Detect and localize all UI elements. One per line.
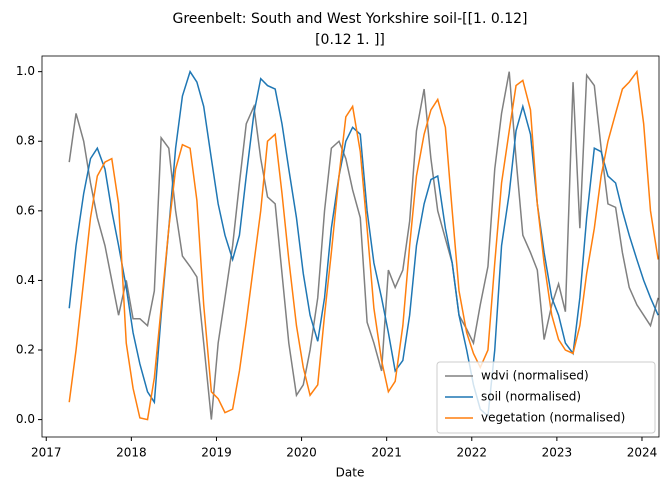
x-tick-label: 2021 xyxy=(371,446,402,460)
x-tick-label: 2017 xyxy=(31,446,62,460)
legend-label: vegetation (normalised) xyxy=(481,411,625,425)
legend-label: soil (normalised) xyxy=(481,390,581,404)
y-tick-label: 0.2 xyxy=(16,343,35,357)
x-tick-label: 2022 xyxy=(456,446,487,460)
plot-frame xyxy=(41,55,660,438)
x-tick-label: 2023 xyxy=(542,446,573,460)
legend-box xyxy=(436,361,656,434)
y-tick-label: 1.0 xyxy=(16,64,35,78)
series-line xyxy=(68,69,659,421)
chart-title: [0.12 1. ]] xyxy=(315,32,385,48)
y-tick-label: 0.4 xyxy=(16,273,35,287)
y-tick-label: 0.0 xyxy=(16,412,35,426)
chart-title: Greenbelt: South and West Yorkshire soil… xyxy=(173,11,528,27)
x-tick-label: 2019 xyxy=(201,446,232,460)
x-tick-label: 2020 xyxy=(286,446,317,460)
x-tick-label: 2018 xyxy=(116,446,147,460)
y-tick-label: 0.8 xyxy=(16,134,35,148)
x-tick-label: 2024 xyxy=(627,446,658,460)
series-line xyxy=(68,71,659,420)
legend-label: wdvi (normalised) xyxy=(481,369,589,383)
x-axis-label: Date xyxy=(336,466,365,480)
y-tick-label: 0.6 xyxy=(16,203,35,217)
